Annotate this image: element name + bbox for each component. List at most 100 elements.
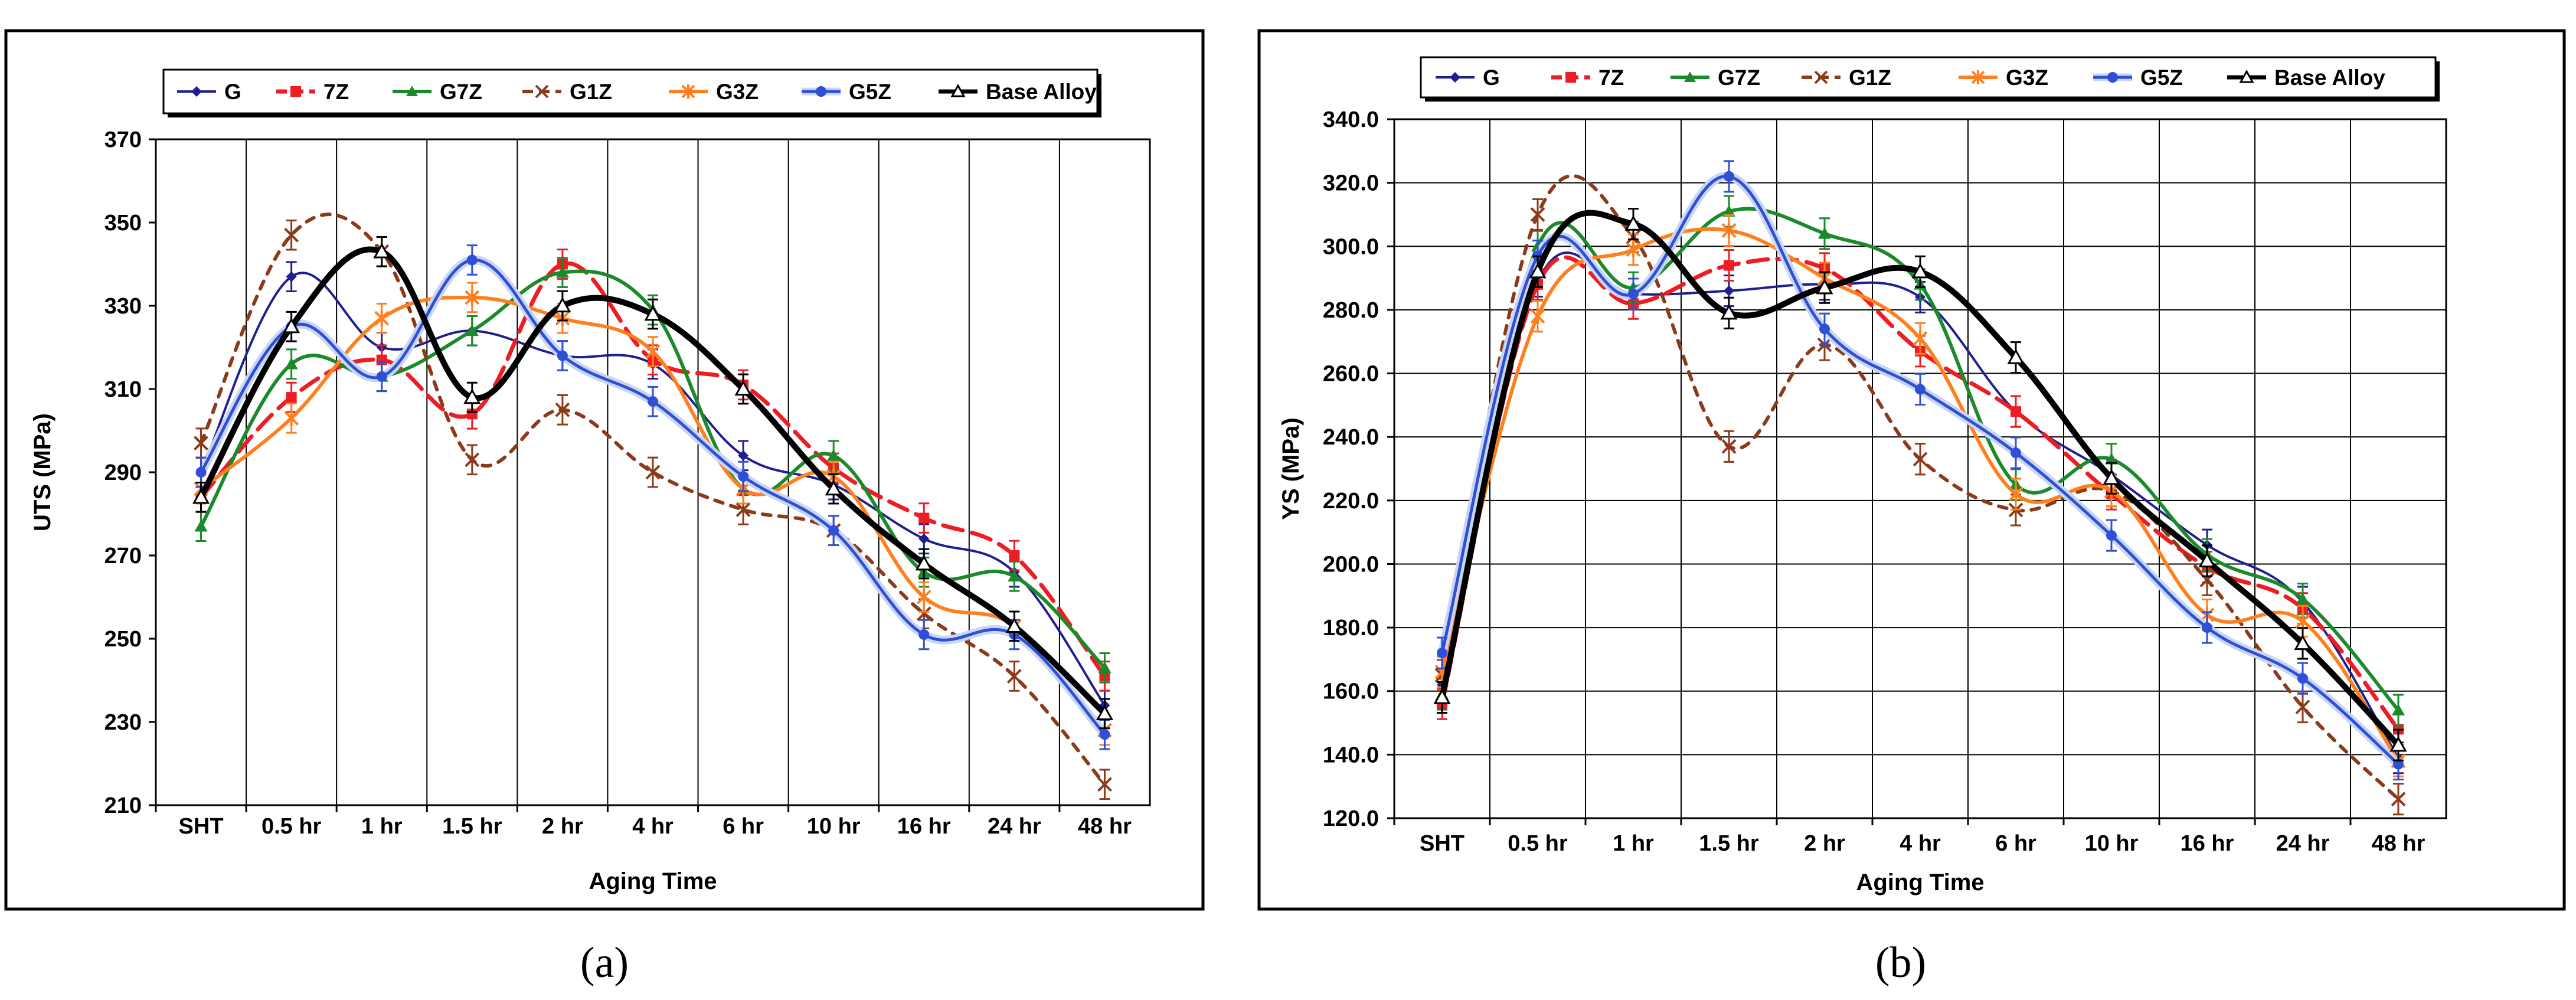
panel-b-legend-g3z-label: G3Z	[2006, 66, 2048, 90]
panel-b-xtick-label: 1.5 hr	[1699, 831, 1759, 856]
panel-a-series-g1z-point	[1097, 777, 1112, 792]
panel-b-series-g7z-point	[2392, 704, 2405, 715]
panel-a-xtick-label: 6 hr	[723, 814, 764, 839]
panel-a-series-g-point	[286, 271, 297, 282]
panel-a-legend-7z-marker	[290, 86, 301, 97]
panel-a-ytick-label: 290	[104, 460, 142, 485]
panel-a-label: (a)	[580, 939, 629, 987]
panel-a-series-g7z-point	[1008, 570, 1021, 582]
panel-b-ytick-label: 320.0	[1323, 171, 1379, 196]
panel-a-ytick-label: 250	[104, 627, 142, 652]
panel-b-ytick-label: 280.0	[1323, 298, 1379, 323]
panel-a-xtick-label: 48 hr	[1078, 814, 1132, 839]
panel-b-series-g5z-point	[2106, 530, 2117, 541]
panel-b-series-g5z-point	[1628, 289, 1639, 299]
panel-a-series-base-alloy-point	[463, 388, 481, 404]
panel-a-series-g7z-point	[194, 519, 208, 532]
panel-a-series-7z-point	[918, 512, 930, 524]
panel-a-ytick-label: 270	[104, 544, 142, 568]
panel-a-y-axis-title: UTS (MPa)	[30, 413, 55, 531]
panel-b-series-g5z-point	[1819, 323, 1830, 335]
panel-a-series-g1z-point	[1006, 669, 1022, 684]
panel-a-series-g5z-point	[557, 350, 568, 361]
panel-b-series-g-point	[1724, 285, 1734, 296]
panel-b-series-7z-point	[1724, 260, 1734, 271]
panel-b-label: (b)	[1875, 939, 1926, 987]
panel-b-series-base-alloy-point	[2007, 348, 2025, 364]
panel-a-series-g3z-point	[465, 289, 480, 306]
panel-b-series-base-alloy-point	[1720, 304, 1738, 320]
panel-b-series-g5z-point	[1724, 171, 1734, 182]
panel-a-series-g5z-point	[466, 254, 478, 266]
panel-a-series-base-alloy-point	[1096, 704, 1114, 720]
panel-b-xtick-label: 16 hr	[2181, 831, 2234, 856]
panel-b-series-g5z-point	[2011, 447, 2021, 459]
panel-b-legend-g-label: G	[1483, 66, 1500, 90]
panel-b-x-axis-title: Aging Time	[1856, 870, 1984, 896]
panel-b-series-g1z-point	[1721, 439, 1737, 454]
panel-b-series-g3z-point	[1530, 308, 1545, 324]
panel-b-series-base-alloy-point	[2198, 551, 2216, 568]
panel-b-series-g7z-point	[2296, 592, 2309, 604]
panel-a-x-axis-title: Aging Time	[589, 868, 717, 894]
panel-b-series-g1z-point	[1913, 452, 1928, 467]
panel-b-xtick-label: 1 hr	[1613, 831, 1654, 856]
panel-b-series-base-alloy-point	[2103, 469, 2120, 485]
panel-b-ytick-label: 260.0	[1323, 362, 1379, 387]
panel-b-series-g7z-point	[2105, 452, 2118, 465]
panel-a-series-g5z-point	[376, 371, 387, 382]
panel-b-xtick-label: 4 hr	[1900, 831, 1941, 856]
panel-a-series-g7z-point	[827, 449, 841, 461]
panel-b-xtick-label: 2 hr	[1804, 831, 1845, 856]
panel-a-legend-g5z-marker	[816, 86, 826, 97]
panel-b-ytick-label: 140.0	[1323, 743, 1379, 767]
panel-a-xtick-label: 1 hr	[361, 814, 403, 839]
panel-b-legend-g7z-marker	[1684, 71, 1696, 82]
panel-a-legend-g5z-label: G5Z	[849, 80, 891, 104]
panel-a-legend-g1z-label: G1Z	[570, 80, 612, 104]
panel-a-legend-g1z-marker	[535, 84, 549, 99]
panel-a-xtick-label: 24 hr	[988, 814, 1041, 839]
panel-a-series-base-alloy-point	[1005, 617, 1023, 633]
panel-a-series-g3z-point	[645, 344, 661, 360]
panel-a-legend-g-label: G	[224, 80, 241, 104]
panel-b-series-g3z-point	[1721, 223, 1737, 238]
panel-a-legend-g7z-marker	[406, 86, 418, 96]
panel-a-series-base-alloy-point	[644, 305, 662, 321]
panel-a-chart: 210 230 250 270 290 310 330 350 370 SHT 0.5 hr 1 hr…	[30, 68, 1132, 894]
panel-b-series-g1z-point	[2295, 700, 2310, 715]
panel-a-series-base-alloy-point	[915, 555, 933, 571]
panel-a-series-base-alloy-point	[192, 488, 210, 504]
panel-b-series-g1z-line	[1440, 174, 2400, 801]
panel-b-legend-7z-marker	[1565, 72, 1576, 83]
panel-b-series-base-alloy-point	[1433, 688, 1451, 704]
panel-b-xtick-label: 24 hr	[2276, 831, 2330, 856]
panel-a-legend-base-alloy-marker	[950, 83, 966, 97]
panel-a-series-base-alloy-point	[554, 296, 571, 313]
panel-a-series-g-point	[918, 533, 930, 544]
panel-b-series-g7z-point	[1722, 205, 1735, 217]
panel-a-legend-base-alloy-label: Base Alloy	[986, 80, 1097, 104]
panel-a-series-g1z-point	[194, 436, 208, 451]
panel-a-xtick-label: 2 hr	[542, 814, 583, 839]
panel-a-xtick-label: 16 hr	[897, 814, 951, 839]
panel-a-series-g7z-point	[555, 266, 569, 278]
panel-a-series-7z-line	[199, 261, 1107, 678]
panel-b-legend-g5z-marker	[2107, 72, 2118, 83]
panel-b-legend-base-alloy-label: Base Alloy	[2274, 66, 2385, 90]
panel-b-series-7z-point	[2011, 406, 2021, 417]
panel-b-ytick-label: 300.0	[1323, 234, 1379, 259]
panel-b-ytick-label: 240.0	[1323, 425, 1379, 450]
panel-b-series-g3z-point	[1626, 241, 1641, 257]
panel-a-series-base-alloy-point	[825, 480, 842, 496]
panel-b-legend-g5z-label: G5Z	[2140, 66, 2183, 90]
panel-b-xtick-label: SHT	[1420, 831, 1464, 856]
panel-a-series-g5z-point	[918, 629, 930, 640]
panel-a-legend-g7z-label: G7Z	[440, 80, 482, 104]
panel-b-xtick-label: 10 hr	[2085, 831, 2139, 856]
panel-b-ytick-label: 120.0	[1323, 806, 1379, 831]
panel-b-series-base-alloy-point	[1911, 263, 1929, 279]
panel-a-series-g1z-point	[555, 402, 570, 417]
panel-a-series-g5z-point	[195, 467, 207, 478]
panel-a-series-g1z-point	[465, 452, 480, 468]
